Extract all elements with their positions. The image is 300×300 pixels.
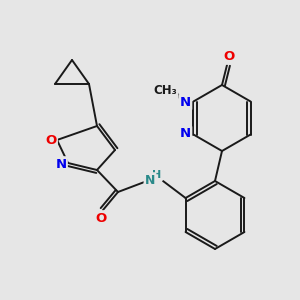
Text: N: N	[180, 127, 191, 140]
Text: O: O	[45, 134, 57, 146]
Text: CH₃: CH₃	[154, 84, 177, 97]
Text: O: O	[95, 212, 106, 224]
Text: N: N	[56, 158, 67, 170]
Text: N: N	[145, 173, 155, 187]
Text: O: O	[224, 50, 235, 64]
Text: H: H	[152, 170, 162, 180]
Text: N: N	[180, 96, 191, 109]
